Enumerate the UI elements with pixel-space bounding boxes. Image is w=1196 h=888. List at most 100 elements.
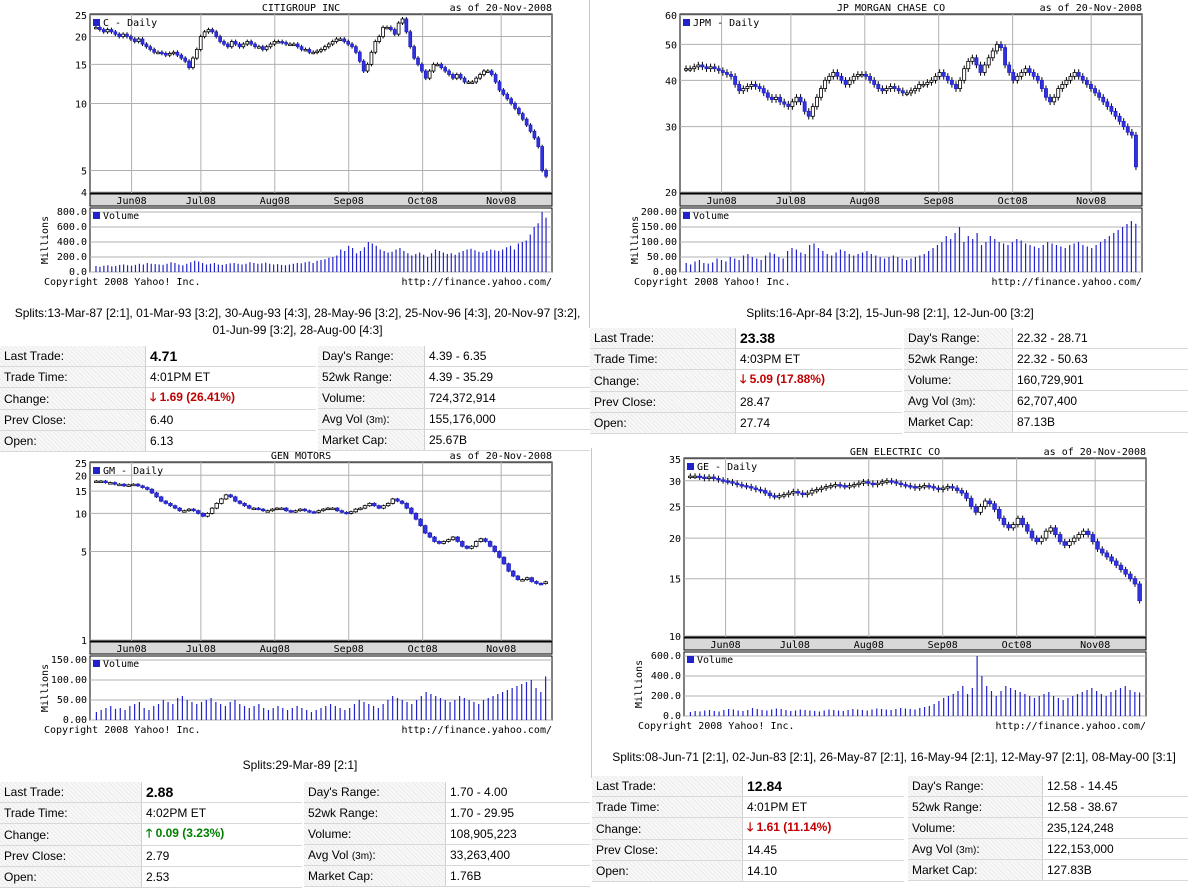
volume-tick-label: 50.00 [57,695,87,706]
candle [358,507,363,511]
trade-time-label: Trade Time: [590,348,736,370]
candle [894,481,899,484]
candle [381,505,386,509]
candle [129,36,133,40]
last-trade-label: Last Trade: [590,328,736,349]
price-legend-label: C - Daily [103,18,157,29]
trade-time-value: 4:01PM ET [742,796,904,818]
panel-citigroup: CITIGROUP INC as of 20-Nov-2008 25 20 15 10 5 4… [0,0,590,452]
candle [260,508,266,512]
candle [544,170,548,177]
candle [987,500,993,505]
price-tick-label: 5 [81,548,87,559]
legend-swatch [93,660,100,667]
open-label: Open: [590,412,736,434]
wk52-range-value: 12.58 - 38.67 [1042,796,1188,818]
candle [925,81,930,85]
candle [912,486,918,489]
candle [1085,530,1091,535]
copyright-text: Copyright 2008 Yahoo! Inc. [634,277,791,288]
volume-value: 108,905,223 [445,823,590,845]
candle [1105,101,1110,107]
candle [688,475,693,479]
price-tick-label: 10 [75,100,87,111]
candle [990,50,995,59]
candle [791,491,796,494]
last-trade-label: Last Trade: [0,346,146,367]
candle [543,581,548,584]
candle [191,508,196,512]
days-range-value: 22.32 - 28.71 [1012,328,1188,349]
candle [978,64,983,73]
candle [790,101,795,107]
volume-tick-label: 200.0 [57,252,87,263]
candle [524,577,530,580]
price-tick-label: 40 [665,76,677,87]
candle [1099,548,1105,554]
volume-value: 724,372,914 [424,387,590,409]
candle [237,43,242,48]
candle [1084,79,1089,85]
candle [418,518,423,527]
last-trade-label: Last Trade: [0,782,142,803]
candle [1121,120,1126,128]
candle [892,86,897,89]
candle [757,86,762,89]
candle [237,500,243,504]
candle [1023,68,1028,73]
candle [945,486,951,489]
candle [117,483,122,487]
candle [865,481,871,484]
candle [767,492,773,497]
candle [769,96,774,100]
stock-chart-svg: JP MORGAN CHASE CO as of 20-Nov-2008 60 50 4… [630,3,1143,288]
candle [739,484,745,487]
candle [125,33,129,37]
candle [319,49,323,52]
candle [868,75,873,81]
month-label: Aug08 [260,196,290,207]
candle [288,510,294,513]
prev-close-value: 14.45 [742,839,904,861]
candle [268,43,273,48]
month-label: Sep08 [334,196,364,207]
arrow-down-icon: 🡓 [747,820,754,834]
candle [219,498,224,504]
candle [112,482,118,485]
trade-time-value: 4:02PM ET [141,802,302,824]
wk52-range-label: 52wk Range: [908,796,1043,818]
candle [774,96,778,100]
volume-tick-label: 0.0 [663,711,681,722]
candle [809,490,815,494]
candle [1062,541,1068,546]
month-band [683,637,1147,651]
chart-title: GEN ELECTRIC CO [850,447,940,458]
candle [964,492,969,499]
panel-jpmorgan: JP MORGAN CHASE CO as of 20-Nov-2008 60 50 4… [590,0,1196,445]
month-label: Aug08 [850,196,880,207]
month-label: Oct08 [408,644,438,655]
quote-table-left: Last Trade: 4.71 Trade Time: 4:01PM ET Cha… [0,346,316,452]
candle [446,539,451,542]
candle [725,480,731,483]
candle [688,68,693,71]
candle [959,490,965,494]
candle [486,70,490,73]
candle [716,68,721,71]
copyright-text: Copyright 2008 Yahoo! Inc. [44,725,201,736]
avg-vol-value: 122,153,000 [1042,838,1188,860]
volume-label: Volume: [908,817,1043,839]
splits-text: Splits:13-Mar-87 [2:1], 01-Mar-93 [3:2],… [14,306,581,337]
candle [316,510,321,513]
candle [202,31,207,37]
trade-time-label: Trade Time: [0,802,142,824]
candle [856,482,862,486]
candle [168,502,173,507]
candle [270,508,275,512]
candle [299,46,304,50]
arrow-down-icon: 🡓 [740,372,747,386]
market-cap-label: Market Cap: [904,411,1013,433]
candle [945,75,950,81]
candle [455,536,460,542]
change-label: Change: [590,369,736,392]
